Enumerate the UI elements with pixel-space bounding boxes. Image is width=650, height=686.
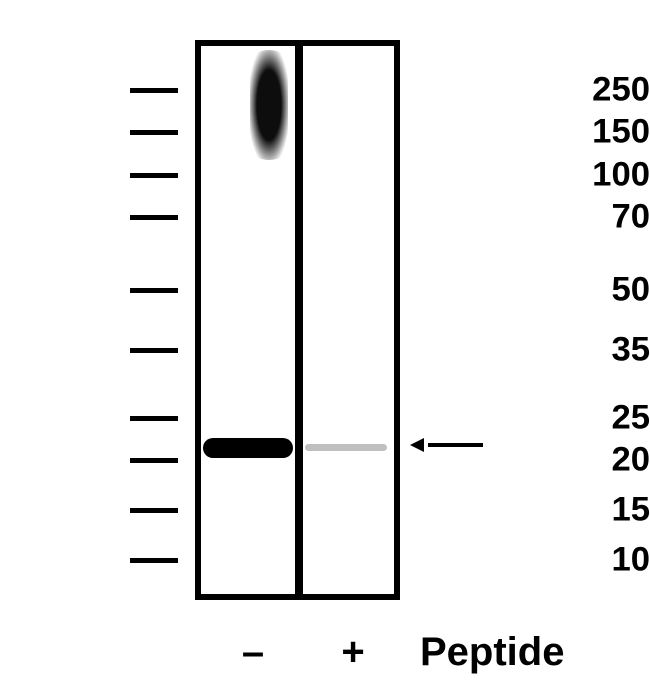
mw-marker-tick [130,288,178,293]
mw-marker-tick [130,215,178,220]
peptide-axis-label: Peptide [420,632,564,672]
mw-marker-tick [130,88,178,93]
mw-marker-label: 50 [535,273,650,308]
mw-marker-tick [130,558,178,563]
mw-marker-label: 150 [535,115,650,150]
mw-marker-label: 15 [535,493,650,528]
arrow-head-icon [410,438,424,452]
target-band-arrow [410,436,483,450]
mw-marker-label: 35 [535,333,650,368]
lane-plus-label: + [341,632,364,672]
mw-marker-tick [130,458,178,463]
mw-marker-tick [130,173,178,178]
protein-band [305,444,387,451]
mw-marker-tick [130,416,178,421]
mw-marker-tick [130,348,178,353]
blot-border [295,40,303,600]
protein-band [203,438,293,458]
mw-marker-label: 70 [535,200,650,235]
lane-artifact-smear [250,50,288,160]
mw-marker-tick [130,130,178,135]
lane-minus-label: – [242,632,264,672]
mw-marker-label: 20 [535,443,650,478]
mw-marker-label: 250 [535,73,650,108]
mw-marker-tick [130,508,178,513]
blot-border [394,40,400,600]
mw-marker-label: 100 [535,158,650,193]
western-blot-figure: 250 150 100 70 50 35 25 20 15 10 – + Peptide [0,0,650,686]
mw-marker-label: 25 [535,401,650,436]
blot-border [195,40,201,600]
mw-marker-label: 10 [535,543,650,578]
arrow-shaft [428,443,483,447]
